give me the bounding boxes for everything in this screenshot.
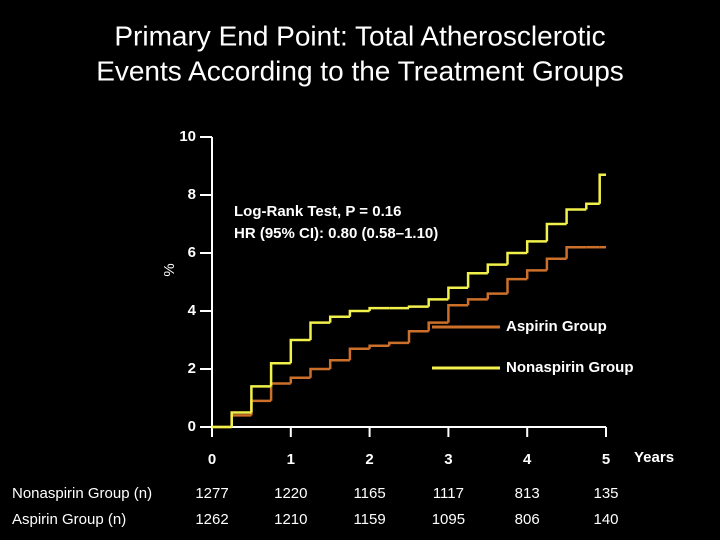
x-tick-label: 4 [523,451,532,468]
step-segment [486,292,508,300]
risk-count: 140 [593,511,618,528]
chart-title: Events According to the Treatment Groups [96,55,624,86]
annotation: Log-Rank Test, P = 0.16 [234,203,401,220]
legend-label: Nonaspirin Group [506,359,634,376]
step-segment [368,344,390,349]
risk-count: 1220 [274,485,307,502]
step-segment [565,208,587,224]
annotation: HR (95% CI): 0.80 (0.58–1.10) [234,225,438,242]
risk-count: 1159 [353,511,385,528]
step-segment [525,269,547,280]
y-tick-label: 2 [188,360,196,377]
risk-row-label: Nonaspirin Group (n) [12,485,152,502]
step-segment [447,303,469,323]
risk-count: 813 [515,485,540,502]
step-segment [447,286,469,300]
x-axis-label: Years [634,449,674,466]
step-segment [289,338,311,364]
step-segment [598,173,606,204]
step-segment [466,298,488,306]
step-segment [585,202,600,210]
y-axis-label: % [161,263,178,276]
step-segment [309,367,331,378]
risk-count: 1117 [433,485,464,502]
x-tick-label: 2 [365,451,373,468]
risk-count: 1277 [195,485,228,502]
step-segment [407,305,429,309]
step-segment [269,361,291,387]
risk-count: 1262 [195,511,228,528]
y-tick-label: 8 [188,186,196,203]
step-segment [545,222,567,242]
x-tick-label: 1 [287,451,295,468]
step-segment [407,330,429,343]
y-tick-label: 0 [188,418,196,435]
step-segment [328,359,350,369]
step-segment [289,376,311,384]
step-segment [368,306,390,311]
step-segment [388,341,409,346]
risk-count: 1165 [353,485,385,502]
y-tick-label: 10 [179,128,196,145]
step-segment [506,251,528,265]
step-segment [250,399,272,416]
step-segment [427,321,449,332]
x-tick-label: 0 [208,451,216,468]
step-segment [506,277,528,294]
risk-count: 135 [593,485,618,502]
step-segment [250,385,272,413]
step-segment [348,309,370,317]
x-tick-label: 3 [444,451,452,468]
y-tick-label: 4 [188,302,197,319]
step-segment [328,315,350,323]
step-segment [486,263,508,274]
step-segment [348,347,370,361]
step-segment [230,411,252,427]
step-segment [230,414,252,427]
step-segment [545,257,567,271]
step-segment [525,240,547,253]
risk-count: 1210 [274,511,307,528]
legend-label: Aspirin Group [506,318,607,335]
step-segment [427,298,449,307]
step-segment [309,321,331,340]
chart-title: Primary End Point: Total Atherosclerotic [114,20,605,51]
risk-count: 1095 [432,511,465,528]
step-segment [466,272,488,288]
step-segment [269,382,291,401]
step-segment [565,245,587,259]
y-tick-label: 6 [188,244,196,261]
risk-row-label: Aspirin Group (n) [12,511,126,528]
x-tick-label: 5 [602,451,610,468]
risk-count: 806 [515,511,540,528]
